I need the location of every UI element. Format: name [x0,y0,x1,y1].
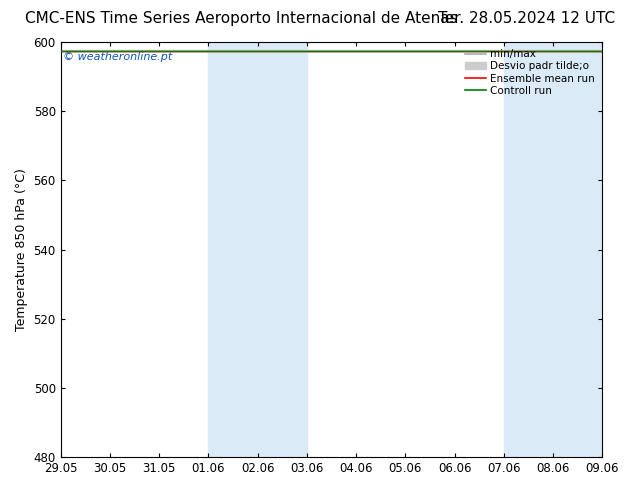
Text: Ter. 28.05.2024 12 UTC: Ter. 28.05.2024 12 UTC [438,11,615,26]
Bar [504,42,602,457]
Text: © weatheronline.pt: © weatheronline.pt [63,52,172,62]
Bar [209,42,307,457]
Legend: min/max, Desvio padr tilde;o, Ensemble mean run, Controll run: min/max, Desvio padr tilde;o, Ensemble m… [463,47,597,98]
Y-axis label: Temperature 850 hPa (°C): Temperature 850 hPa (°C) [15,168,28,331]
Text: CMC-ENS Time Series Aeroporto Internacional de Atenas: CMC-ENS Time Series Aeroporto Internacio… [25,11,457,26]
